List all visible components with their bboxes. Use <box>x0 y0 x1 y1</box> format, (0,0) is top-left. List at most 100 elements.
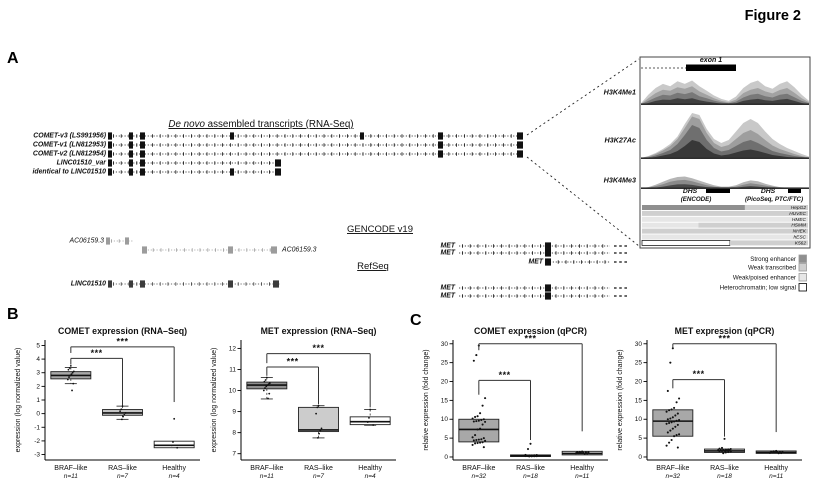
significance-bracket: *** <box>478 333 583 432</box>
svg-text:n=4: n=4 <box>365 473 376 480</box>
svg-text:15: 15 <box>441 397 449 404</box>
svg-text:***: *** <box>116 336 128 346</box>
svg-text:COMET expression (RNA–Seq): COMET expression (RNA–Seq) <box>58 326 187 336</box>
svg-text:15: 15 <box>635 397 643 404</box>
legend-item: Weak/poised enhancer <box>733 273 807 282</box>
zoom-connector-lines <box>526 58 640 247</box>
svg-text:11: 11 <box>229 366 236 373</box>
svg-text:RAS–like: RAS–like <box>516 465 545 472</box>
svg-text:relative expression (fold chan: relative expression (fold change) <box>617 349 624 450</box>
chromhmm-row: NHEK <box>642 228 808 235</box>
svg-text:GENCODE v19: GENCODE v19 <box>347 224 413 235</box>
transcript-row: AC06159.3 <box>69 237 133 245</box>
y-axis-label: relative expression (fold change) <box>423 349 430 450</box>
significance-bracket: *** <box>70 336 175 403</box>
axes: 0 5 10 15 20 25 30 <box>441 340 608 461</box>
transcript-row: MET <box>440 242 627 250</box>
transcript-row: MET <box>528 258 627 266</box>
significance-bracket: *** <box>672 369 725 437</box>
significance-bracket: *** <box>672 333 777 433</box>
significance-bracket: *** <box>266 356 319 405</box>
svg-text:Weak/poised enhancer: Weak/poised enhancer <box>733 275 796 282</box>
boxplot-met-qpcr: MET expression (qPCR) relative expression… <box>614 324 810 500</box>
legend-item: Heterochromatin; low signal <box>720 283 807 292</box>
y-axis-label: expression (log normalized value) <box>211 348 218 453</box>
svg-text:n=11: n=11 <box>260 473 275 480</box>
svg-text:MET: MET <box>440 250 455 257</box>
svg-text:identical to LINC01510: identical to LINC01510 <box>32 169 106 176</box>
figure-title: Figure 2 <box>744 8 801 24</box>
svg-text:10: 10 <box>229 388 237 395</box>
svg-text:n=11: n=11 <box>769 473 784 480</box>
svg-text:30: 30 <box>441 341 449 348</box>
transcript-row: LINC01510 <box>71 280 280 288</box>
svg-text:***: *** <box>693 369 705 379</box>
svg-text:MET expression (qPCR): MET expression (qPCR) <box>675 326 775 336</box>
svg-text:COMET-v3 (LS991956): COMET-v3 (LS991956) <box>33 133 106 140</box>
axes: 0 5 10 15 20 25 30 <box>635 340 802 461</box>
svg-text:BRAF–like: BRAF–like <box>54 465 87 472</box>
svg-text:5: 5 <box>638 435 642 442</box>
svg-text:***: *** <box>524 333 536 343</box>
svg-text:Strong enhancer: Strong enhancer <box>750 256 796 263</box>
svg-text:RAS–like: RAS–like <box>304 465 333 472</box>
svg-text:relative expression (fold chan: relative expression (fold change) <box>423 349 430 450</box>
signal-track: H3K4Me3 <box>604 175 809 189</box>
panel-c-label: C <box>410 312 422 329</box>
svg-text:H3K4Me1: H3K4Me1 <box>604 88 636 97</box>
svg-text:20: 20 <box>635 379 643 386</box>
boxplot-met-rnaseq-canvas: MET expression (RNA–Seq) expression (log … <box>211 326 396 480</box>
svg-text:***: *** <box>718 333 730 343</box>
chart-title: MET expression (qPCR) <box>675 326 775 336</box>
svg-text:De novo assembled transcripts: De novo assembled transcripts (RNA-Seq) <box>168 119 353 130</box>
svg-text:5: 5 <box>36 342 40 349</box>
transcript-row: COMET-v1 (LN812953) <box>33 141 523 149</box>
significance-bracket: *** <box>70 348 123 406</box>
epigenetics-inset: exon 1H3K4Me1H3K27AcH3K4Me3DHS(ENCODE)DH… <box>604 56 811 249</box>
svg-text:n=7: n=7 <box>313 473 324 480</box>
svg-text:2: 2 <box>36 383 40 390</box>
denovo-title: De novo assembled transcripts (RNA-Seq) <box>168 119 353 130</box>
signal-track: H3K27Ac <box>604 113 809 159</box>
svg-text:10: 10 <box>441 416 449 423</box>
svg-text:n=32: n=32 <box>472 473 487 480</box>
significance-bracket: *** <box>478 370 531 440</box>
svg-text:LINC01510_var: LINC01510_var <box>57 160 107 167</box>
svg-text:AC06159.3: AC06159.3 <box>69 238 105 245</box>
svg-text:hESC: hESC <box>793 235 806 241</box>
svg-text:BRAF–like: BRAF–like <box>462 465 495 472</box>
svg-text:HMEC: HMEC <box>792 217 807 223</box>
svg-text:COMET-v1 (LN812953): COMET-v1 (LN812953) <box>33 142 107 149</box>
svg-text:7: 7 <box>232 451 236 458</box>
transcript-row: MET <box>440 284 627 292</box>
svg-text:NHEK: NHEK <box>793 229 807 235</box>
svg-text:***: *** <box>91 348 103 358</box>
svg-text:n=18: n=18 <box>523 473 538 480</box>
axes: 7 8 9 10 11 12 <box>229 340 396 461</box>
boxplot-comet-rnaseq: COMET expression (RNA–Seq) expression (lo… <box>12 324 208 500</box>
transcript-row: AC06159.3 <box>142 246 317 254</box>
svg-text:H3K4Me3: H3K4Me3 <box>604 175 636 184</box>
svg-text:20: 20 <box>441 379 449 386</box>
svg-text:n=32: n=32 <box>666 473 681 480</box>
chromhmm-row: HSMM <box>642 222 808 229</box>
svg-text:8: 8 <box>232 430 236 437</box>
svg-text:***: *** <box>287 356 299 366</box>
svg-text:0: 0 <box>444 454 448 461</box>
svg-text:K562: K562 <box>795 240 807 246</box>
annotation-section-label: RefSeq <box>357 261 389 272</box>
boxplot-comet-rnaseq-canvas: COMET expression (RNA–Seq) expression (lo… <box>15 326 200 480</box>
axes: -3 -2 -1 0 1 2 3 4 5 <box>34 340 200 461</box>
transcript-row: COMET-v3 (LS991956) <box>33 132 523 140</box>
svg-text:Healthy: Healthy <box>570 465 594 472</box>
legend-item: Weak transcribed <box>748 263 807 272</box>
svg-text:BRAF–like: BRAF–like <box>250 465 283 472</box>
svg-text:HSMM: HSMM <box>791 223 806 229</box>
